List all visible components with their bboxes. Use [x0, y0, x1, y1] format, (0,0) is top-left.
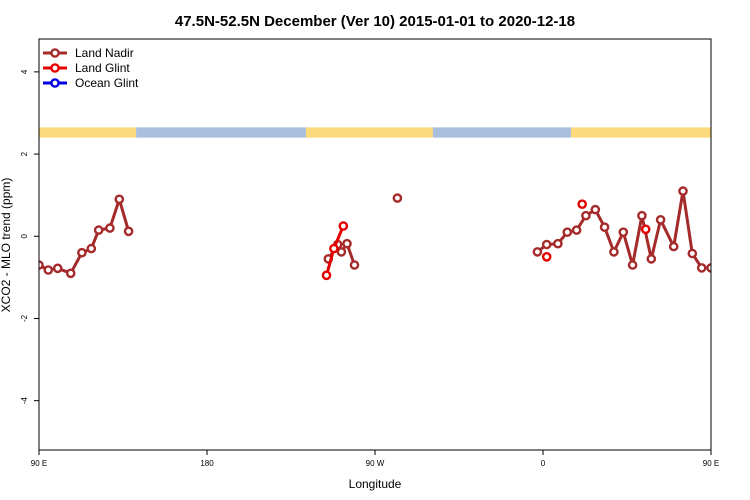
data-point-land-nadir-3-19 [717, 266, 724, 273]
y-axis-label: XCO2 - MLO trend (ppm) [0, 178, 13, 313]
data-point-land-nadir-2-0 [392, 193, 403, 203]
data-point-land-nadir-3-13 [655, 214, 666, 225]
x-axis: 90 E 180 90 W 0 90 E [31, 450, 719, 468]
plot-area [39, 127, 750, 281]
legend-label-land-nadir: Land Nadir [75, 46, 134, 60]
data-point-land-nadir-3-6 [590, 204, 601, 215]
data-point-land-nadir-3-16 [687, 248, 698, 259]
x-tick-label-0: 90 E [31, 459, 47, 468]
data-point-land-nadir-3-5 [581, 210, 591, 221]
y-axis: -4 -2 0 2 4 [20, 69, 39, 404]
data-point-land-nadir-3-3 [562, 227, 573, 237]
x-tick-label-3: 0 [541, 459, 546, 468]
data-point-land-nadir-3-18 [706, 263, 711, 273]
land-mask-land-2 [305, 127, 433, 138]
data-point-land-nadir-3-21 [735, 270, 742, 277]
land-mask-land-0 [39, 127, 137, 138]
y-tick-label-0: -4 [20, 397, 29, 405]
y-tick-label-4: 4 [20, 69, 29, 74]
x-tick-label-2: 90 W [366, 459, 385, 468]
data-point-land-nadir-0-1 [43, 265, 54, 275]
data-point-land-nadir-3-9 [618, 227, 629, 237]
data-point-land-glint-3-0 [640, 224, 651, 235]
data-point-land-glint-1-0 [541, 251, 552, 262]
data-point-land-nadir-3-11 [637, 210, 647, 221]
data-point-land-nadir-3-12 [646, 254, 657, 264]
data-point-land-nadir-0-8 [114, 194, 125, 205]
x-axis-label: Longitude [349, 477, 402, 491]
y-tick-label-3: 2 [20, 151, 29, 156]
x-tick-label-1: 180 [200, 459, 214, 468]
land-mask-ocean-3 [432, 127, 571, 138]
land-mask-land-4 [571, 127, 711, 138]
data-point-land-nadir-3-17 [696, 263, 707, 273]
data-point-land-glint-0-0 [321, 270, 332, 281]
data-point-land-nadir-0-3 [65, 268, 76, 279]
data-point-land-nadir-3-4 [571, 225, 582, 235]
legend-label-ocean-glint: Ocean Glint [75, 76, 139, 90]
chart-title: 47.5N-52.5N December (Ver 10) 2015-01-01… [175, 13, 575, 30]
data-point-land-nadir-3-15 [678, 186, 688, 196]
data-point-land-nadir-1-2 [336, 247, 347, 257]
data-point-land-nadir-0-2 [52, 263, 63, 274]
data-point-land-nadir-3-7 [599, 222, 610, 232]
legend-marker-ocean-glint [50, 78, 60, 88]
series-line-land-nadir-0 [39, 197, 131, 275]
data-point-land-glint-0-2 [338, 221, 349, 231]
data-point-land-nadir-3-0 [532, 247, 543, 257]
legend-marker-land-glint [50, 63, 60, 73]
data-point-land-nadir-1-3 [342, 238, 352, 249]
land-mask-ocean-1 [136, 127, 306, 138]
data-point-land-nadir-3-10 [627, 260, 638, 270]
data-point-land-glint-2-0 [577, 199, 588, 209]
data-point-land-nadir-3-8 [609, 247, 619, 257]
data-point-land-nadir-0-6 [93, 225, 104, 235]
data-point-land-nadir-3-2 [553, 238, 563, 249]
x-tick-label-4: 90 E [703, 459, 719, 468]
data-point-land-nadir-1-4 [349, 260, 360, 270]
series-line-land-nadir-3 [536, 189, 711, 270]
data-point-land-glint-0-1 [329, 243, 339, 254]
legend-marker-land-nadir [50, 48, 60, 58]
data-point-land-nadir-3-14 [668, 241, 679, 252]
data-point-land-nadir-3-1 [541, 239, 552, 250]
data-point-land-nadir-0-9 [123, 226, 134, 237]
data-point-land-nadir-0-7 [105, 223, 115, 233]
y-tick-label-2: 0 [20, 234, 29, 239]
data-point-land-nadir-0-5 [86, 243, 97, 254]
legend-label-land-glint: Land Glint [75, 61, 130, 75]
data-point-land-nadir-3-22 [745, 249, 750, 256]
y-tick-label-1: -2 [20, 314, 29, 322]
data-point-land-nadir-3-20 [726, 266, 733, 273]
data-point-land-nadir-0-4 [77, 247, 87, 258]
